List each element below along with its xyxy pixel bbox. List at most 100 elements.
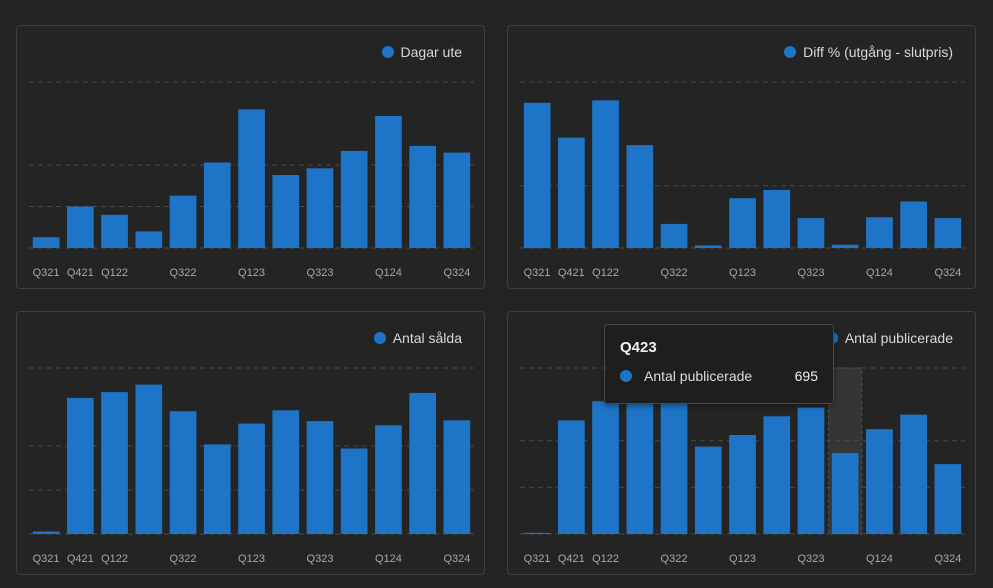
legend-dot: [373, 332, 386, 344]
bar-q222[interactable]: [135, 384, 163, 534]
bar-q323[interactable]: [306, 421, 334, 534]
tooltip-title: Q423: [620, 339, 657, 356]
bar-q224[interactable]: [409, 392, 436, 534]
bar-q122[interactable]: [592, 100, 619, 248]
x-tick-label: Q124: [375, 553, 402, 565]
x-tick-label: Q124: [375, 267, 402, 279]
tooltip-value: 695: [794, 368, 818, 384]
bar-q321[interactable]: [32, 237, 60, 248]
bar-q322[interactable]: [169, 411, 197, 534]
x-tick-label: Q122: [101, 553, 128, 565]
bar-q223[interactable]: [272, 410, 300, 534]
bar-q123[interactable]: [729, 198, 756, 248]
bar-chart-antal-salda: Q321 Q421 Q122 Q322 Q123 Q323 Q124 Q324: [29, 367, 474, 565]
bar-q322[interactable]: [660, 223, 688, 248]
chart-panel-dagar-ute: Dagar ute Q321 Q421 Q122 Q322 Q123 Q323 Q124 Q3…: [16, 25, 485, 289]
bar-q124[interactable]: [375, 425, 402, 534]
bar-q423[interactable]: [340, 150, 368, 248]
bar-q323[interactable]: [797, 218, 825, 248]
x-tick-label: Q322: [170, 267, 197, 279]
x-tick-label: Q421: [67, 553, 94, 565]
bar-q322[interactable]: [660, 394, 688, 534]
x-tick-label: Q322: [661, 267, 688, 279]
bar-q324[interactable]: [443, 420, 471, 534]
x-tick-label: Q421: [558, 553, 585, 565]
bar-q321[interactable]: [523, 532, 551, 534]
bar-q123[interactable]: [238, 423, 265, 534]
bar-q222[interactable]: [626, 394, 654, 534]
bar-q322[interactable]: [169, 195, 197, 248]
bar-q223[interactable]: [763, 416, 791, 534]
bar-q223[interactable]: [763, 189, 791, 248]
bar-q423[interactable]: [340, 448, 368, 535]
x-tick-label: Q123: [729, 553, 756, 565]
bar-q224[interactable]: [900, 201, 927, 249]
x-tick-label: Q323: [307, 267, 334, 279]
legend[interactable]: Antal sålda: [373, 330, 462, 346]
x-tick-label: Q321: [524, 553, 551, 565]
tooltip-dot: [620, 370, 632, 382]
bar-q422[interactable]: [203, 162, 231, 249]
bar-q224[interactable]: [409, 145, 436, 248]
x-tick-label: Q323: [798, 267, 825, 279]
x-tick-label: Q324: [443, 267, 470, 279]
bar-q224[interactable]: [900, 414, 927, 534]
legend-label: Dagar ute: [400, 44, 462, 60]
bar-chart-dagar-ute: Q321 Q421 Q122 Q322 Q123 Q323 Q124 Q324: [29, 81, 474, 279]
bar-q222[interactable]: [626, 145, 654, 248]
x-tick-label: Q123: [238, 553, 265, 565]
x-tick-label: Q123: [729, 267, 756, 279]
x-tick-label: Q323: [307, 553, 334, 565]
bar-q122[interactable]: [101, 214, 128, 248]
bar-q422[interactable]: [694, 245, 722, 249]
x-tick-label: Q321: [33, 553, 60, 565]
bar-q124[interactable]: [866, 429, 893, 534]
bar-q122[interactable]: [592, 401, 619, 534]
x-tick-label: Q122: [592, 267, 619, 279]
bar-q423[interactable]: [831, 453, 859, 534]
bar-q422[interactable]: [694, 446, 722, 534]
legend[interactable]: Diff % (utgång - slutpris): [784, 44, 953, 60]
bar-q422[interactable]: [203, 444, 231, 534]
x-tick-label: Q322: [170, 553, 197, 565]
bar-q321[interactable]: [523, 102, 551, 249]
chart-panel-diff: Diff % (utgång - slutpris) Q321 Q421 Q122 Q…: [507, 25, 976, 289]
x-tick-label: Q322: [661, 553, 688, 565]
bar-q123[interactable]: [238, 109, 265, 249]
bar-q124[interactable]: [375, 116, 402, 248]
bar-q421[interactable]: [67, 206, 94, 249]
legend-dot: [381, 46, 394, 58]
bar-chart-diff: Q321 Q421 Q122 Q322 Q123 Q323 Q124 Q324: [520, 81, 965, 279]
x-tick-label: Q124: [866, 267, 893, 279]
x-tick-label: Q321: [33, 267, 60, 279]
x-tick-label: Q123: [238, 267, 265, 279]
chart-panel-antal-salda: Antal sålda Q321 Q421 Q122 Q322 Q123 Q323 Q124…: [16, 311, 485, 575]
bar-q421[interactable]: [558, 420, 585, 534]
bar-q324[interactable]: [934, 464, 962, 534]
x-tick-label: Q324: [443, 553, 470, 565]
legend-dot: [784, 46, 797, 58]
legend-label: Antal sålda: [392, 330, 462, 346]
bar-q122[interactable]: [101, 392, 128, 534]
x-tick-label: Q324: [934, 553, 961, 565]
bar-q123[interactable]: [729, 435, 756, 534]
bar-q423[interactable]: [831, 244, 859, 248]
x-tick-label: Q323: [798, 553, 825, 565]
x-tick-label: Q421: [67, 267, 94, 279]
bar-q324[interactable]: [443, 152, 471, 248]
bar-q321[interactable]: [32, 531, 60, 535]
bar-q323[interactable]: [797, 407, 825, 534]
bar-q222[interactable]: [135, 231, 163, 248]
legend-label: Antal publicerade: [844, 330, 953, 346]
bar-q124[interactable]: [866, 217, 893, 248]
legend[interactable]: Dagar ute: [381, 44, 462, 60]
bar-q421[interactable]: [67, 397, 94, 534]
bar-chart-antal-publicerade: Q321 Q421 Q122 Q322 Q123 Q323 Q124 Q324: [520, 367, 965, 565]
bar-q324[interactable]: [934, 218, 962, 248]
bar-q223[interactable]: [272, 175, 300, 248]
x-tick-label: Q124: [866, 553, 893, 565]
x-tick-label: Q122: [101, 267, 128, 279]
bar-q323[interactable]: [306, 168, 334, 248]
legend-label: Diff % (utgång - slutpris): [803, 44, 953, 60]
bar-q421[interactable]: [558, 137, 585, 248]
